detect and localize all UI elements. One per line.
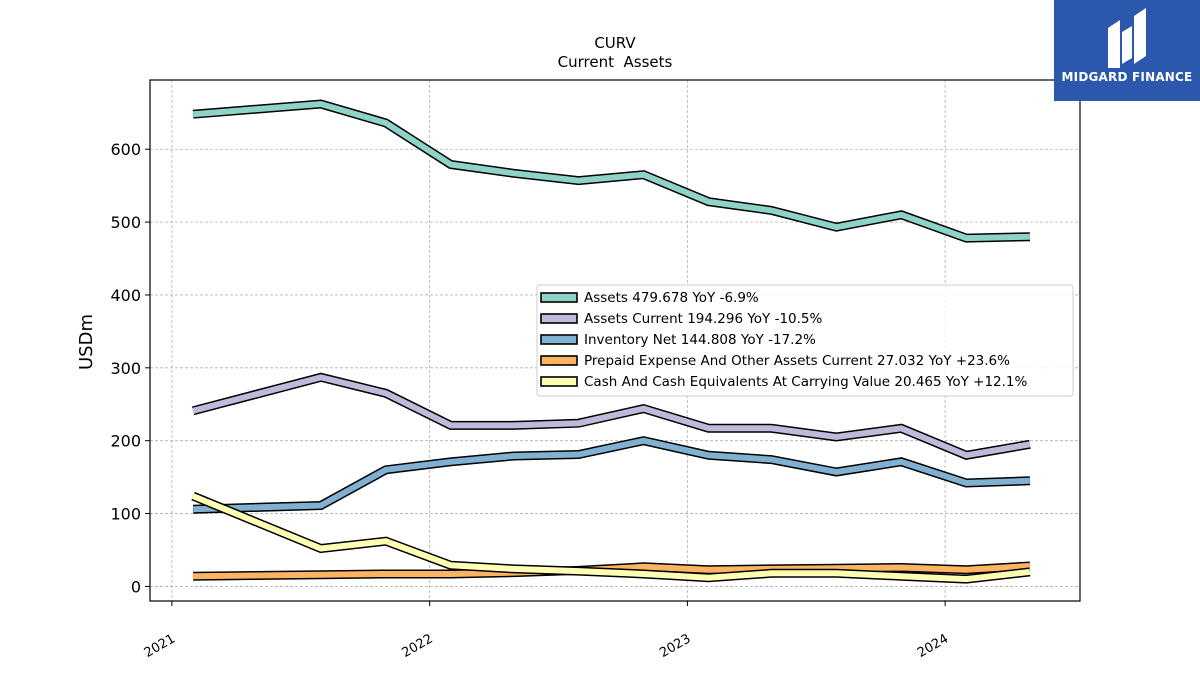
series-line [193, 561, 1031, 581]
axis-ticks: 0 100 200 300 400 500 600 2021 2022 2023 2024 [110, 140, 951, 661]
legend-label: Assets 479.678 YoY -6.9% [584, 290, 759, 306]
y-tick-label: 300 [110, 359, 141, 378]
y-tick-label: 400 [110, 286, 141, 305]
midgard-logo-icon [1108, 8, 1146, 68]
y-axis-label: USDm [76, 314, 97, 370]
series-line [191, 372, 1031, 460]
x-tick-label: 2021 [142, 631, 178, 661]
y-tick-label: 0 [131, 577, 141, 596]
series-core [193, 563, 1031, 580]
legend-label: Inventory Net 144.808 YoY -17.2% [584, 332, 816, 348]
legend-swatch [540, 355, 578, 366]
chart-title: CURV [594, 34, 636, 52]
y-tick-label: 600 [110, 140, 141, 159]
plot-frame [149, 79, 1081, 602]
legend-label: Cash And Cash Equivalents At Carrying Va… [584, 374, 1028, 390]
x-tick-label: 2023 [657, 631, 693, 661]
legend-box [536, 284, 1074, 397]
brand-logo: MIDGARD FINANCE [1054, 0, 1200, 101]
y-tick-label: 100 [110, 505, 141, 524]
x-tick-label: 2024 [915, 631, 951, 661]
legend-swatch [540, 376, 578, 387]
series-lines [191, 99, 1031, 584]
legend-label: Assets Current 194.296 YoY -10.5% [584, 311, 823, 327]
series-outline [192, 436, 1031, 514]
series-core [193, 437, 1031, 513]
series-line [192, 436, 1031, 514]
x-tick-label: 2022 [399, 631, 435, 661]
legend-label: Prepaid Expense And Other Assets Current… [584, 353, 1010, 369]
chart-subtitle: Current Assets [558, 53, 673, 71]
legend-swatch [540, 334, 578, 345]
brand-name: MIDGARD FINANCE [1061, 70, 1193, 84]
y-tick-label: 500 [110, 213, 141, 232]
y-tick-label: 200 [110, 432, 141, 451]
legend: Assets 479.678 YoY -6.9% Assets Current 1… [536, 284, 1074, 397]
series-core [192, 100, 1030, 242]
legend-swatch [540, 292, 578, 303]
series-core [191, 493, 1031, 583]
series-core [192, 374, 1031, 459]
series-line [192, 99, 1030, 243]
series-line [191, 491, 1031, 584]
legend-swatch [540, 313, 578, 324]
